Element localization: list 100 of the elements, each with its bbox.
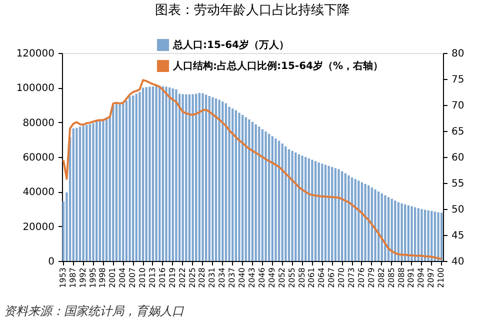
bar xyxy=(78,126,82,261)
bar xyxy=(338,169,340,261)
legend-label: 总人口:15-64岁（万人） xyxy=(172,39,289,51)
bar xyxy=(86,124,88,261)
bar xyxy=(135,94,138,261)
x-tick-label: 2058 xyxy=(297,268,306,288)
bar xyxy=(208,96,210,261)
legend-label: 人口结构:占总人口比例:15-64岁（%，右轴） xyxy=(172,60,383,72)
x-tick-label: 2025 xyxy=(188,268,197,288)
bar xyxy=(178,94,181,261)
bar xyxy=(102,120,104,261)
bar xyxy=(397,202,400,261)
bar xyxy=(98,120,101,261)
bar xyxy=(185,94,188,261)
x-tick-label: 2010 xyxy=(138,268,148,288)
bar xyxy=(324,164,327,261)
x-tick-label: 1953 xyxy=(58,268,68,288)
bar xyxy=(165,86,168,261)
chart-title: 图表：劳动年龄人口占比持续下降 xyxy=(155,3,350,18)
y2-tick-label: 75 xyxy=(452,74,464,86)
x-tick-label: 2028 xyxy=(198,268,207,288)
bar xyxy=(278,140,280,261)
x-tick-label: 2076 xyxy=(356,268,366,288)
y2-tick-label: 80 xyxy=(452,48,464,60)
bar xyxy=(128,96,131,261)
y2-tick-label: 40 xyxy=(452,256,464,268)
x-tick-label: 2094 xyxy=(416,268,426,288)
bar xyxy=(314,161,317,261)
x-tick-label: 2100 xyxy=(436,268,446,288)
bar xyxy=(76,128,78,261)
y2-tick-label: 45 xyxy=(452,230,464,242)
bar xyxy=(364,184,366,261)
bar xyxy=(228,106,230,261)
y-tick-label: 80000 xyxy=(22,118,54,129)
bar xyxy=(340,171,344,261)
bar xyxy=(195,94,198,261)
bar xyxy=(112,105,114,261)
bar xyxy=(214,98,218,261)
bar xyxy=(354,179,356,261)
y2-tick-label: 65 xyxy=(452,126,464,138)
bar xyxy=(168,87,171,261)
x-tick-label: 2007 xyxy=(128,268,138,288)
x-tick-label: 2043 xyxy=(248,268,256,288)
bar xyxy=(188,94,191,261)
x-tick-label: 2004 xyxy=(118,268,128,288)
bar xyxy=(244,117,247,261)
x-tick-label: 2037 xyxy=(228,268,237,288)
bar xyxy=(321,164,324,261)
bar xyxy=(440,212,443,261)
y-tick-label: 0 xyxy=(48,256,54,268)
bar xyxy=(132,95,134,261)
y2-tick-label: 50 xyxy=(452,204,464,216)
bar xyxy=(374,189,376,261)
bar xyxy=(92,123,94,261)
x-tick-label: 2013 xyxy=(148,268,157,288)
bar xyxy=(72,128,74,261)
bar xyxy=(118,104,121,261)
x-tick-label: 2064 xyxy=(317,268,326,288)
x-tick-label: 2070 xyxy=(337,268,346,288)
bar xyxy=(348,175,350,261)
x-tick-label: 2046 xyxy=(257,268,266,288)
bar xyxy=(294,152,297,261)
bar xyxy=(182,94,184,261)
bar xyxy=(142,88,144,261)
bar xyxy=(96,121,98,261)
bar xyxy=(358,180,360,261)
bar xyxy=(350,177,354,261)
bar xyxy=(308,158,310,261)
x-tick-label: 2073 xyxy=(347,268,356,288)
bar xyxy=(218,100,220,261)
x-tick-label: 2097 xyxy=(426,268,436,288)
bar xyxy=(410,206,413,261)
bar xyxy=(125,100,128,261)
bar xyxy=(298,154,300,261)
x-tick-label: 1998 xyxy=(98,268,108,288)
bar xyxy=(105,118,108,261)
x-tick-label: 2052 xyxy=(277,268,286,288)
x-tick-label: 2088 xyxy=(396,268,406,288)
bar xyxy=(152,86,154,261)
x-tick-label: 2061 xyxy=(307,268,316,288)
bar xyxy=(212,97,214,261)
bar xyxy=(224,103,228,261)
x-tick-label: 2022 xyxy=(178,268,187,288)
bar xyxy=(384,195,386,261)
bar xyxy=(268,134,270,261)
bar xyxy=(192,94,194,261)
bar xyxy=(204,94,208,261)
bar xyxy=(234,110,237,261)
bar xyxy=(437,212,440,261)
x-tick-label: 2091 xyxy=(406,268,416,288)
bar xyxy=(331,167,334,261)
bar xyxy=(284,146,287,261)
bar xyxy=(172,88,174,261)
x-tick-label: 2040 xyxy=(238,268,247,288)
bar xyxy=(334,168,337,261)
bar xyxy=(232,108,234,261)
x-tick-label: 2019 xyxy=(168,268,177,288)
y-tick-label: 40000 xyxy=(22,187,54,198)
bar xyxy=(122,103,124,261)
bar xyxy=(400,203,403,261)
